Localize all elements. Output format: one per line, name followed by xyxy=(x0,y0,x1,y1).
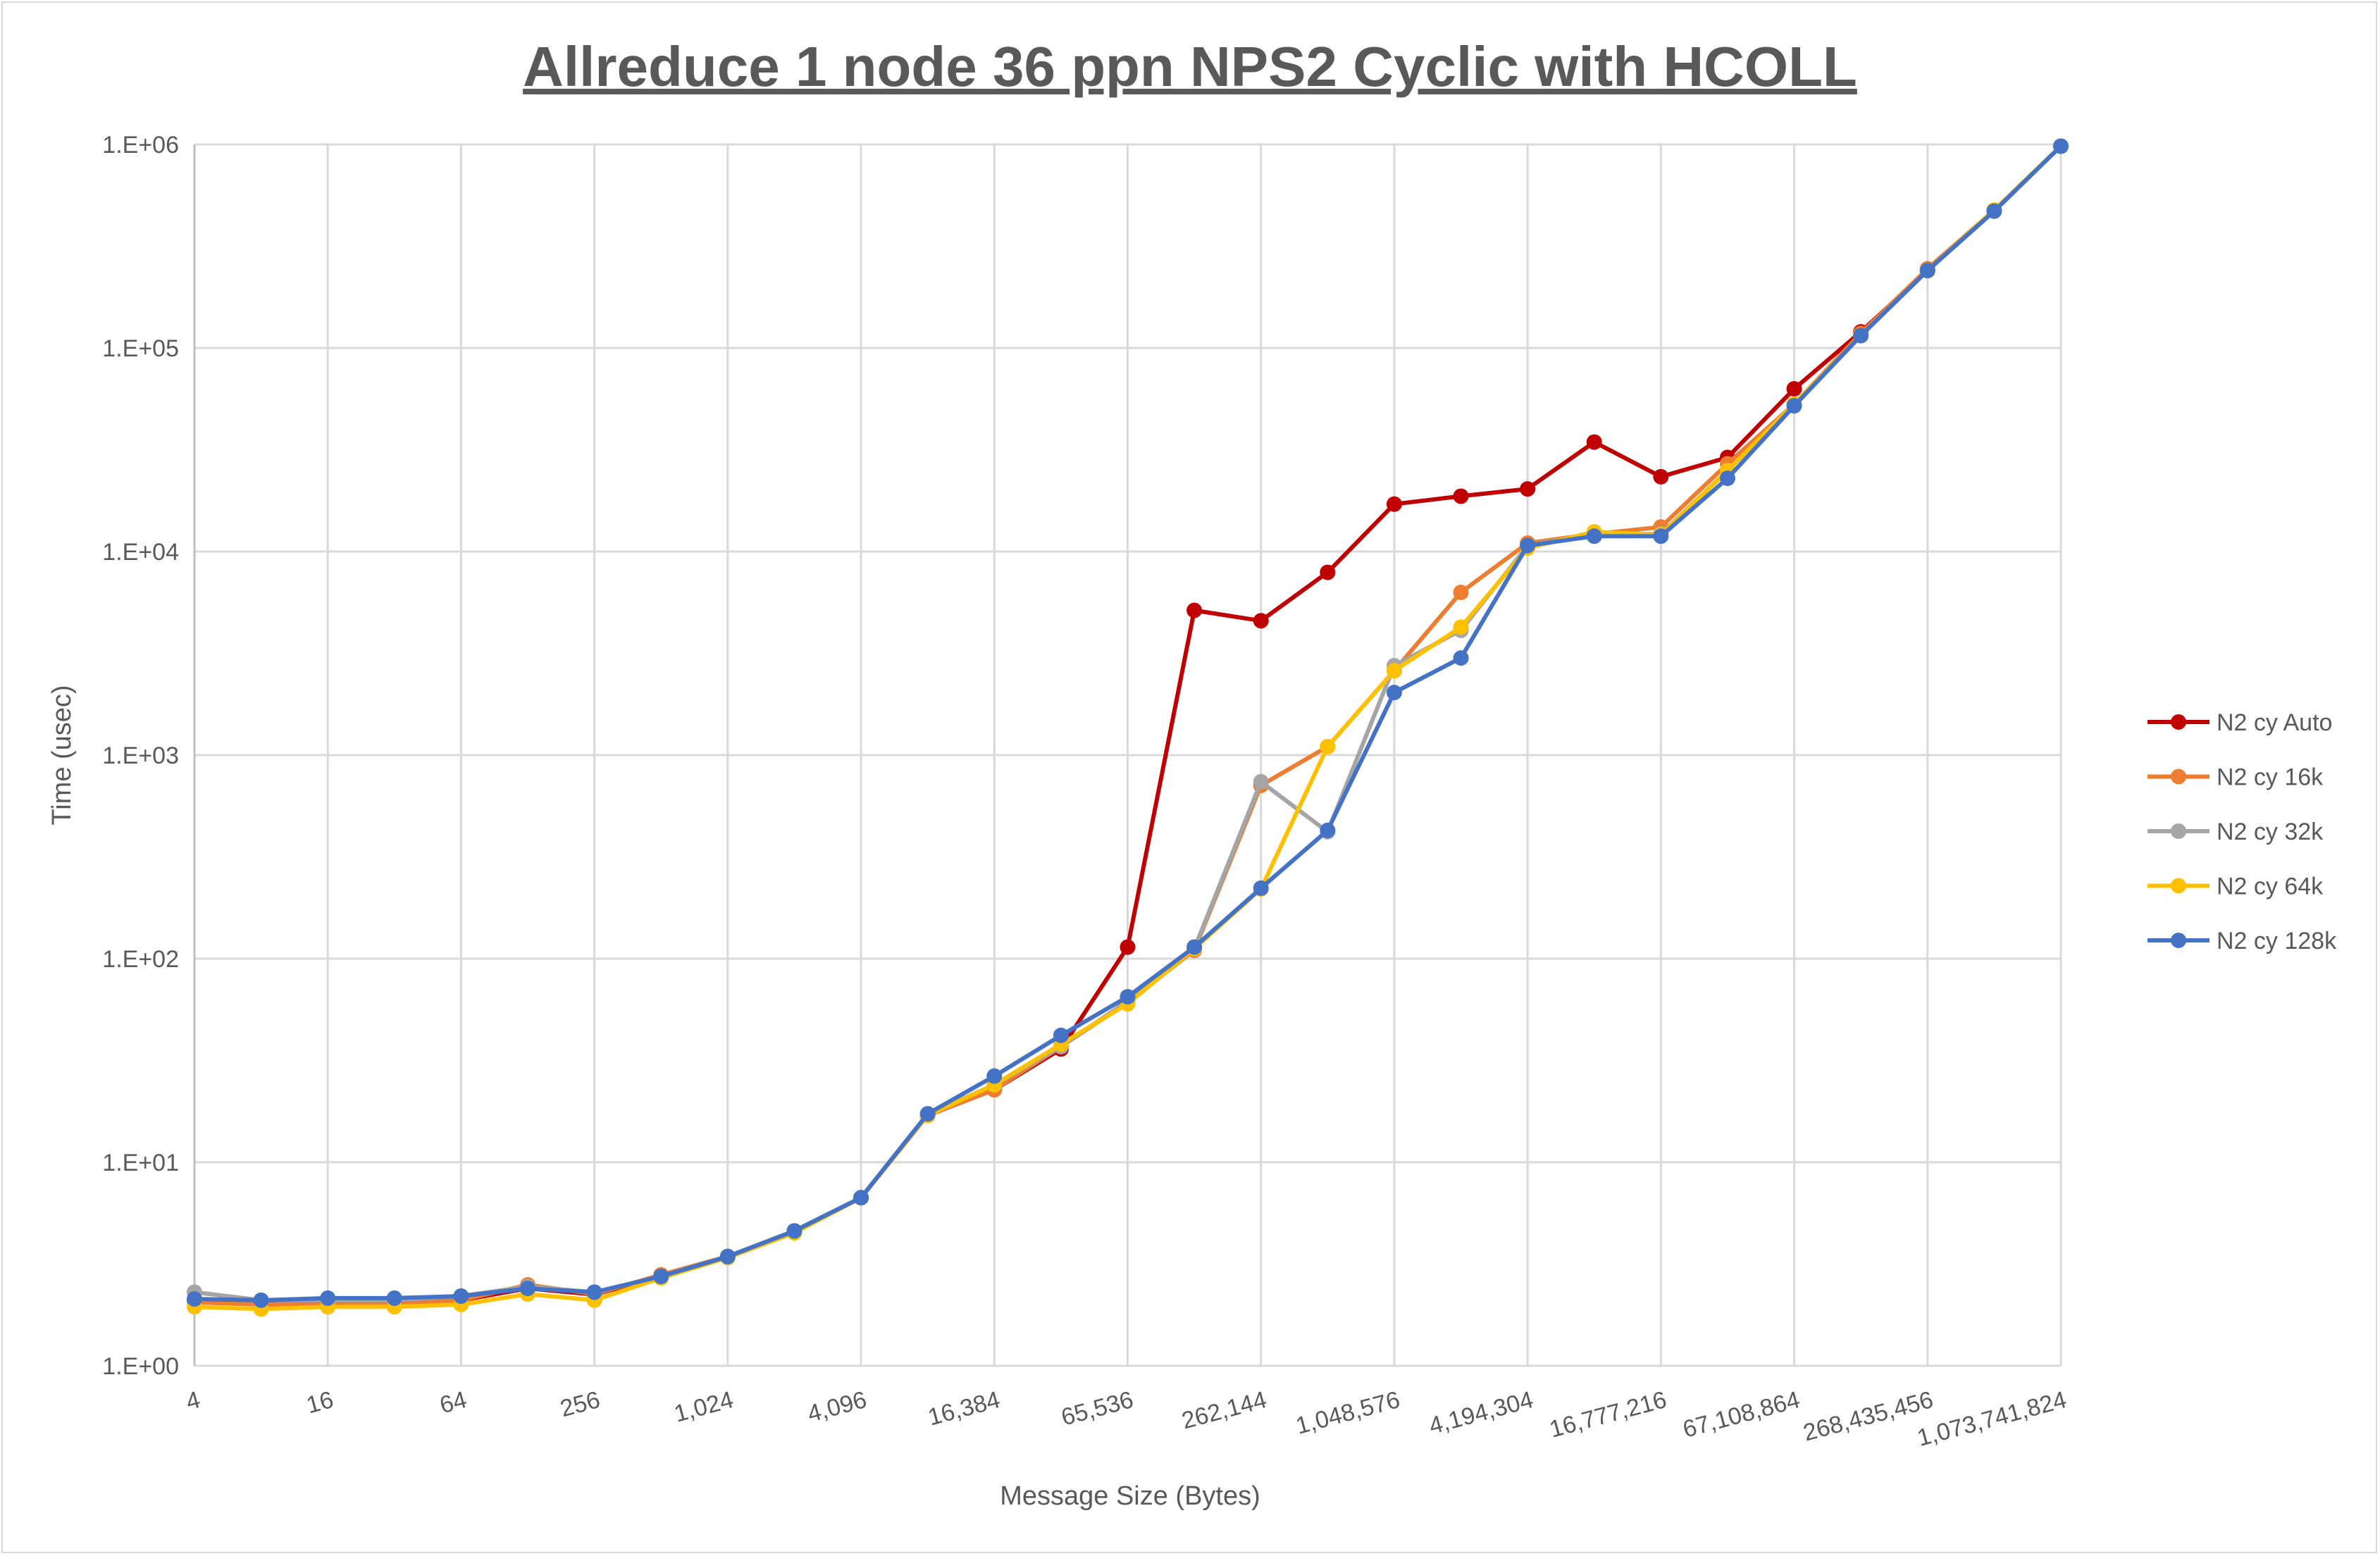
legend-item: N2 cy 64k xyxy=(2147,873,2324,900)
data-point xyxy=(1853,328,1869,344)
data-point xyxy=(1719,471,1735,487)
x-axis-title: Message Size (Bytes) xyxy=(1000,1481,1260,1511)
x-tick-label: 16,384 xyxy=(925,1386,1003,1431)
y-tick-label: 1.E+01 xyxy=(102,1150,179,1176)
data-point xyxy=(453,1288,469,1305)
gridlines xyxy=(193,143,2062,1367)
data-point xyxy=(1786,398,1802,414)
x-tick-label: 256 xyxy=(557,1386,603,1422)
legend-marker xyxy=(2171,878,2186,894)
data-point xyxy=(520,1281,536,1297)
y-tick-label: 1.E+04 xyxy=(102,539,179,566)
x-tick-label: 4,096 xyxy=(805,1386,869,1428)
data-point xyxy=(1253,773,1269,790)
data-point xyxy=(1186,939,1203,955)
x-tick-label: 1,048,576 xyxy=(1293,1386,1403,1440)
y-tick-label: 1.E+05 xyxy=(102,335,179,362)
x-tick-label: 16,777,216 xyxy=(1547,1386,1669,1443)
y-tick-label: 1.E+00 xyxy=(102,1353,179,1380)
data-point xyxy=(1586,528,1602,544)
data-point xyxy=(386,1290,402,1306)
data-point xyxy=(853,1190,869,1206)
data-point xyxy=(1386,663,1402,679)
data-point xyxy=(1653,468,1669,485)
legend-item: N2 cy 128k xyxy=(2147,928,2337,954)
x-tick-label: 1,073,741,824 xyxy=(1914,1386,2069,1452)
data-point xyxy=(586,1284,602,1300)
y-tick-label: 1.E+03 xyxy=(102,742,179,769)
x-tick-label: 64 xyxy=(437,1386,469,1419)
legend-marker xyxy=(2171,933,2186,948)
data-point xyxy=(253,1292,269,1308)
data-point xyxy=(1786,380,1802,397)
legend-marker xyxy=(2171,714,2186,730)
x-tick-label: 65,536 xyxy=(1058,1386,1136,1431)
data-point xyxy=(919,1106,936,1122)
data-point xyxy=(1253,880,1269,896)
legend-label: N2 cy 64k xyxy=(2217,873,2324,900)
x-tick-label: 4 xyxy=(183,1386,203,1416)
legend-label: N2 cy 16k xyxy=(2217,764,2324,791)
x-tick-label: 262,144 xyxy=(1179,1386,1270,1435)
data-point xyxy=(1520,481,1536,497)
data-point xyxy=(1653,528,1669,544)
legend-marker xyxy=(2171,823,2186,839)
data-point xyxy=(1320,739,1336,755)
data-point xyxy=(1053,1027,1069,1043)
legend-label: N2 cy 32k xyxy=(2217,819,2324,845)
y-axis-ticks: 1.E+00 1.E+01 1.E+02 1.E+03 1.E+04 1.E+05 1.E+… xyxy=(102,132,179,1380)
legend-label: N2 cy 128k xyxy=(2217,928,2337,954)
y-tick-label: 1.E+02 xyxy=(102,946,179,973)
legend-item: N2 cy 16k xyxy=(2147,764,2324,791)
x-axis-ticks: 4 16 64 256 1,024 4,096 16,384 65,536 262,144 1,0… xyxy=(183,1386,2069,1452)
data-point xyxy=(1320,822,1336,838)
data-point xyxy=(1120,989,1136,1005)
series-group xyxy=(187,138,2069,1317)
x-tick-label: 67,108,864 xyxy=(1680,1386,1802,1443)
data-point xyxy=(719,1248,736,1264)
data-point xyxy=(1186,602,1203,618)
y-tick-label: 1.E+06 xyxy=(102,132,179,158)
data-point xyxy=(1120,939,1136,955)
data-point xyxy=(1453,650,1469,666)
series-n2-cy-128k xyxy=(187,138,2069,1308)
x-tick-label: 16 xyxy=(304,1386,336,1419)
x-tick-label: 1,024 xyxy=(671,1386,736,1428)
data-point xyxy=(786,1223,802,1239)
legend-marker xyxy=(2171,768,2186,785)
data-point xyxy=(1453,488,1469,504)
legend: N2 cy Auto N2 cy 16k N2 cy 32k N2 cy 64k N2 … xyxy=(2147,709,2337,954)
data-point xyxy=(1386,496,1402,512)
data-point xyxy=(1586,434,1602,450)
data-point xyxy=(1253,613,1269,629)
data-point xyxy=(320,1290,336,1306)
legend-item: N2 cy 32k xyxy=(2147,819,2324,845)
legend-label: N2 cy Auto xyxy=(2217,709,2332,736)
data-point xyxy=(2053,138,2069,154)
data-point xyxy=(653,1269,669,1285)
data-point xyxy=(187,1291,202,1307)
data-point xyxy=(1520,537,1536,554)
x-tick-label: 4,194,304 xyxy=(1426,1386,1536,1440)
data-point xyxy=(1453,619,1469,635)
data-point xyxy=(1453,584,1469,600)
x-tick-label: 268,435,456 xyxy=(1800,1386,1935,1447)
y-axis-title: Time (usec) xyxy=(47,685,77,825)
chart-title: Allreduce 1 node 36 ppn NPS2 Cyclic with… xyxy=(523,35,1857,98)
data-point xyxy=(986,1068,1003,1084)
data-point xyxy=(1386,685,1402,701)
legend-item: N2 cy Auto xyxy=(2147,709,2332,736)
data-point xyxy=(1919,263,1935,279)
data-point xyxy=(1320,564,1336,580)
data-point xyxy=(1986,203,2002,219)
